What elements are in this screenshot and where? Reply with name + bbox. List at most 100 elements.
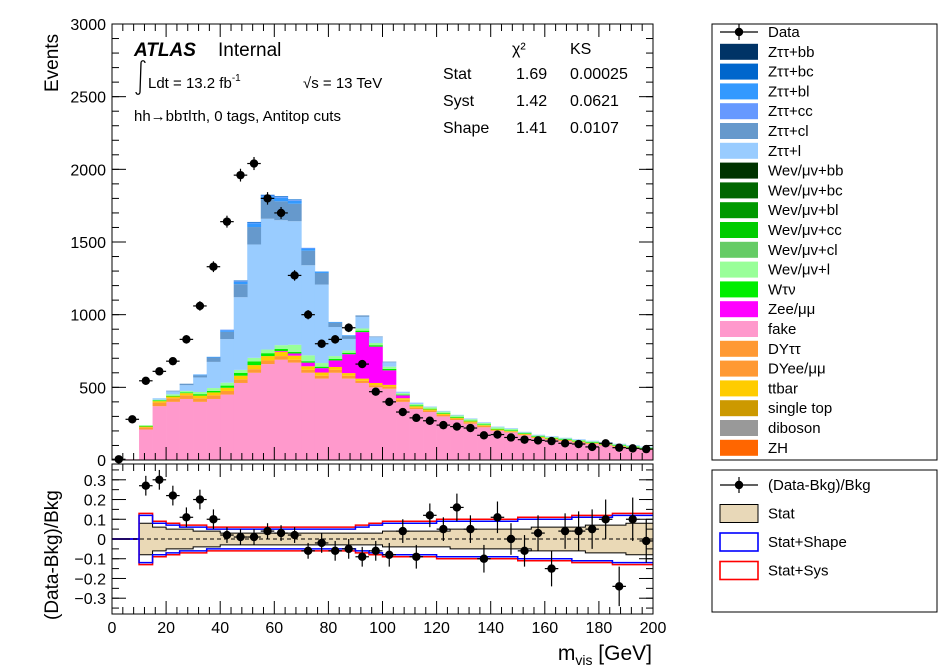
data-point	[195, 301, 205, 311]
stack-bar	[328, 356, 343, 359]
stack-bar	[423, 406, 437, 408]
stack-bar	[368, 343, 383, 346]
stack-bar	[477, 424, 491, 426]
stack-bar	[220, 331, 235, 340]
legend-swatch	[720, 340, 758, 357]
stack-bar	[341, 336, 356, 339]
stats-row-chi2: 1.69	[516, 66, 547, 83]
stack-bar	[287, 355, 302, 360]
stack-bar	[139, 427, 153, 430]
stack-bar	[477, 425, 491, 426]
stack-bar	[341, 350, 356, 353]
main-stack	[125, 194, 654, 460]
legend-label: Zee/μμ	[768, 301, 815, 318]
ratio-point	[614, 582, 624, 591]
stack-bar	[139, 425, 153, 426]
stack-bar	[193, 375, 207, 378]
data-point	[439, 420, 448, 430]
stack-bar	[450, 417, 464, 419]
ratio-point	[493, 513, 502, 522]
y-tick-label: 2500	[70, 90, 106, 107]
stack-bar	[152, 400, 167, 402]
legend-label: diboson	[768, 420, 821, 437]
legend-swatch	[720, 241, 758, 258]
data-point	[290, 271, 299, 280]
stack-bar	[274, 196, 289, 198]
channel-label: hh→bbτlτh, 0 tags, Antitop cuts	[134, 108, 341, 125]
stack-bar	[355, 382, 370, 460]
legend-label: Zττ+bb	[768, 44, 814, 61]
stack-bar	[220, 387, 235, 391]
stack-bar	[450, 418, 464, 421]
stack-bar	[490, 428, 505, 430]
stack-bar	[463, 418, 478, 420]
stack-bar	[152, 399, 167, 401]
ratio-point	[222, 530, 232, 540]
legend-label: Zττ+cc	[768, 103, 813, 120]
stack-bar	[233, 297, 248, 370]
data-point	[412, 413, 421, 423]
ratio-point	[560, 526, 570, 536]
ratio-point	[439, 524, 448, 534]
ratio-data-points	[139, 469, 653, 607]
legend-label: DYττ	[768, 341, 801, 358]
stack-bar	[355, 316, 370, 329]
stack-bar	[341, 354, 356, 374]
stats-row-name: Shape	[443, 120, 489, 137]
stack-bar	[409, 406, 424, 408]
stack-bar	[477, 422, 491, 423]
stack-bar	[193, 401, 207, 460]
stack-bar	[247, 221, 262, 223]
legend-swatch	[720, 182, 758, 199]
main-axes: 0 500 1000 1500 2000 2500 3000	[70, 17, 654, 470]
stack-bar	[355, 378, 370, 381]
stack-bar	[206, 390, 221, 393]
stack-bar	[504, 428, 519, 429]
stack-bar	[274, 345, 289, 349]
stack-bar	[490, 427, 505, 429]
stack-bar	[193, 374, 207, 376]
data-point	[114, 455, 123, 464]
ratio-point	[236, 532, 245, 542]
ratio-point	[520, 546, 529, 556]
stack-bar	[314, 271, 329, 273]
ratio-legend-box	[711, 469, 938, 613]
y-tick-label: 3000	[70, 17, 106, 34]
stack-bar	[382, 362, 397, 367]
stack-bar	[477, 422, 491, 425]
stack-bar	[328, 366, 343, 370]
x-tick-label: 20	[157, 620, 175, 637]
ratio-point	[412, 552, 421, 561]
stack-bar	[436, 411, 451, 414]
legend-swatch	[720, 43, 758, 60]
stack-bar	[341, 338, 356, 351]
y-tick-label: 0	[97, 453, 106, 470]
x-tick-label: 200	[640, 620, 667, 637]
stack-bar	[179, 395, 194, 399]
ratio-point	[317, 538, 326, 548]
stack-bar	[423, 408, 437, 410]
stack-bar	[409, 407, 424, 410]
stack-bar	[409, 402, 424, 405]
stack-bar	[355, 332, 370, 379]
stack-bar	[274, 359, 289, 460]
data-point	[425, 416, 435, 425]
y-tick-label: 1500	[70, 235, 106, 252]
ratio-point	[182, 513, 191, 522]
ratio-legend: (Data-Bkg)/Bkg Stat Stat+Shape Stat+Sys	[719, 477, 871, 581]
stack-bar	[287, 362, 302, 460]
data-point	[452, 422, 462, 431]
stack-bar	[517, 434, 532, 436]
data-point	[209, 262, 218, 271]
stack-bar	[233, 284, 248, 298]
legend-swatch	[720, 321, 758, 337]
legend-label: Wev/μv+bb	[768, 163, 843, 180]
stack-bar	[233, 372, 248, 376]
data-point	[506, 433, 516, 442]
stack-bar	[463, 421, 478, 423]
stack-bar	[139, 426, 153, 428]
legend-label: Stat	[768, 506, 796, 523]
data-point	[155, 367, 164, 376]
legend-label: Zττ+l	[768, 143, 801, 160]
stack-bar	[247, 227, 262, 245]
